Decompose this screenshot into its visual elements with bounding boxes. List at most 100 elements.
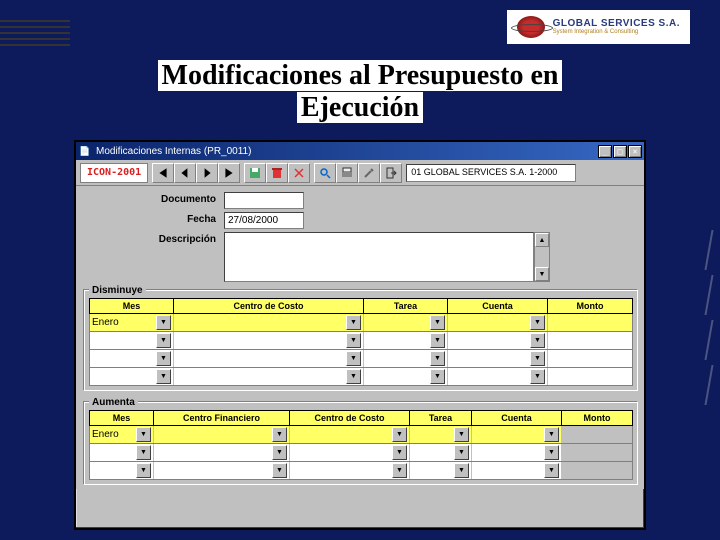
search-button[interactable] (314, 163, 336, 183)
dropdown-icon[interactable]: ▼ (530, 351, 545, 366)
cell-monto[interactable] (548, 332, 632, 349)
dropdown-icon[interactable]: ▼ (136, 427, 151, 442)
nav-next-button[interactable] (196, 163, 218, 183)
dropdown-icon[interactable]: ▼ (346, 351, 361, 366)
cell-tarea[interactable]: ▼ (410, 462, 472, 479)
tools-button[interactable] (358, 163, 380, 183)
descripcion-input[interactable] (224, 232, 534, 282)
cell-mes[interactable]: ▼ (90, 444, 154, 461)
maximize-button[interactable]: □ (613, 145, 627, 158)
dropdown-icon[interactable]: ▼ (544, 445, 559, 460)
cut-button[interactable] (288, 163, 310, 183)
cell-mes[interactable]: Enero▼ (90, 314, 174, 331)
dropdown-icon[interactable]: ▼ (156, 351, 171, 366)
dropdown-icon[interactable]: ▼ (454, 445, 469, 460)
cell-tarea[interactable]: ▼ (364, 314, 448, 331)
cell-centro-costo[interactable]: ▼ (290, 444, 410, 461)
minimize-button[interactable]: _ (598, 145, 612, 158)
table-row[interactable]: ▼ ▼ ▼ ▼ ▼ (89, 444, 633, 462)
dropdown-icon[interactable]: ▼ (346, 333, 361, 348)
cell-centro-costo[interactable]: ▼ (290, 426, 410, 443)
dropdown-icon[interactable]: ▼ (454, 463, 469, 478)
cell-centro-financiero[interactable]: ▼ (154, 426, 290, 443)
dropdown-icon[interactable]: ▼ (392, 445, 407, 460)
nav-prev-button[interactable] (174, 163, 196, 183)
dropdown-icon[interactable]: ▼ (272, 445, 287, 460)
dropdown-icon[interactable]: ▼ (454, 427, 469, 442)
cell-mes[interactable]: ▼ (90, 368, 174, 385)
dropdown-icon[interactable]: ▼ (530, 333, 545, 348)
cell-monto[interactable] (562, 462, 632, 479)
cell-cuenta[interactable]: ▼ (448, 368, 548, 385)
slide-title: Modificaciones al Presupuesto en Ejecuci… (0, 60, 720, 124)
dropdown-icon[interactable]: ▼ (346, 369, 361, 384)
cell-cuenta[interactable]: ▼ (472, 426, 562, 443)
exit-button[interactable] (380, 163, 402, 183)
table-row[interactable]: ▼ ▼ ▼ ▼ ▼ (89, 462, 633, 480)
app-icon: 📄 (78, 144, 92, 158)
cell-cuenta[interactable]: ▼ (448, 314, 548, 331)
nav-first-button[interactable] (152, 163, 174, 183)
documento-input[interactable] (224, 192, 304, 209)
cell-centro-costo[interactable]: ▼ (174, 368, 364, 385)
dropdown-icon[interactable]: ▼ (430, 351, 445, 366)
table-row[interactable]: Enero▼▼▼▼▼ (89, 426, 633, 444)
table-row[interactable]: ▼ ▼ ▼ ▼ (89, 332, 633, 350)
cell-tarea[interactable]: ▼ (410, 426, 472, 443)
dropdown-icon[interactable]: ▼ (156, 333, 171, 348)
delete-button[interactable] (266, 163, 288, 183)
dropdown-icon[interactable]: ▼ (136, 445, 151, 460)
window-titlebar[interactable]: 📄 Modificaciones Internas (PR_0011) _ □ … (76, 142, 644, 160)
form-area: Documento Fecha Descripción ▲▼ Disminuye… (76, 186, 644, 489)
dropdown-icon[interactable]: ▼ (544, 427, 559, 442)
cell-monto[interactable] (562, 426, 632, 443)
cell-cuenta[interactable]: ▼ (448, 350, 548, 367)
cell-cuenta[interactable]: ▼ (472, 462, 562, 479)
print-button[interactable] (336, 163, 358, 183)
cell-tarea[interactable]: ▼ (364, 350, 448, 367)
table-row[interactable]: ▼ ▼ ▼ ▼ (89, 368, 633, 386)
dropdown-icon[interactable]: ▼ (136, 463, 151, 478)
dropdown-icon[interactable]: ▼ (544, 463, 559, 478)
dropdown-icon[interactable]: ▼ (530, 369, 545, 384)
cell-centro-financiero[interactable]: ▼ (154, 462, 290, 479)
cell-centro-costo[interactable]: ▼ (174, 314, 364, 331)
dropdown-icon[interactable]: ▼ (530, 315, 545, 330)
cell-cuenta[interactable]: ▼ (472, 444, 562, 461)
close-button[interactable]: × (628, 145, 642, 158)
dropdown-icon[interactable]: ▼ (346, 315, 361, 330)
dropdown-icon[interactable]: ▼ (430, 333, 445, 348)
dropdown-icon[interactable]: ▼ (392, 427, 407, 442)
cell-cuenta[interactable]: ▼ (448, 332, 548, 349)
cell-monto[interactable] (548, 350, 632, 367)
cell-mes[interactable]: ▼ (90, 462, 154, 479)
table-row[interactable]: ▼ ▼ ▼ ▼ (89, 350, 633, 368)
cell-monto[interactable] (548, 314, 632, 331)
cell-tarea[interactable]: ▼ (364, 368, 448, 385)
cell-centro-costo[interactable]: ▼ (174, 350, 364, 367)
dropdown-icon[interactable]: ▼ (272, 427, 287, 442)
cell-monto[interactable] (562, 444, 632, 461)
cell-mes[interactable]: ▼ (90, 332, 174, 349)
cell-tarea[interactable]: ▼ (410, 444, 472, 461)
save-button[interactable] (244, 163, 266, 183)
cell-mes[interactable]: Enero▼ (90, 426, 154, 443)
cell-monto[interactable] (548, 368, 632, 385)
textarea-scrollbar[interactable]: ▲▼ (534, 232, 550, 282)
fecha-input[interactable] (224, 212, 304, 229)
cell-mes[interactable]: ▼ (90, 350, 174, 367)
table-row[interactable]: Enero▼▼▼▼ (89, 314, 633, 332)
brand-button[interactable]: ICON-2001 (80, 163, 148, 183)
dropdown-icon[interactable]: ▼ (156, 369, 171, 384)
cell-tarea[interactable]: ▼ (364, 332, 448, 349)
cell-centro-costo[interactable]: ▼ (174, 332, 364, 349)
dropdown-icon[interactable]: ▼ (392, 463, 407, 478)
dropdown-icon[interactable]: ▼ (272, 463, 287, 478)
cell-centro-financiero[interactable]: ▼ (154, 444, 290, 461)
dropdown-icon[interactable]: ▼ (156, 315, 171, 330)
dropdown-icon[interactable]: ▼ (430, 369, 445, 384)
nav-last-button[interactable] (218, 163, 240, 183)
dropdown-icon[interactable]: ▼ (430, 315, 445, 330)
documento-label: Documento (84, 192, 224, 205)
cell-centro-costo[interactable]: ▼ (290, 462, 410, 479)
